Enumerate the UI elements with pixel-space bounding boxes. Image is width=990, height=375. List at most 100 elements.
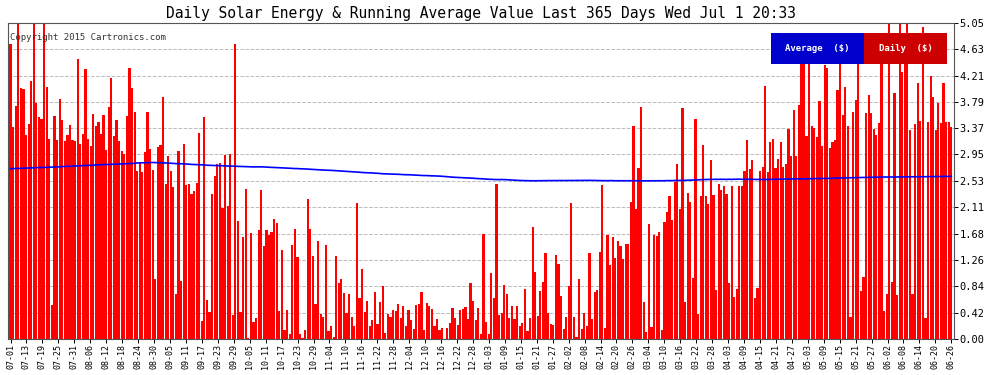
Bar bbox=[544, 253, 546, 339]
Bar bbox=[222, 208, 224, 339]
Bar bbox=[811, 126, 813, 339]
Bar bbox=[849, 317, 851, 339]
Bar bbox=[940, 123, 942, 339]
Bar bbox=[840, 42, 842, 339]
Bar bbox=[33, 24, 35, 339]
Bar bbox=[702, 145, 704, 339]
Bar bbox=[456, 325, 458, 339]
Bar bbox=[878, 123, 880, 339]
Bar bbox=[583, 313, 585, 339]
Bar bbox=[761, 167, 763, 339]
Bar bbox=[935, 130, 937, 339]
Bar bbox=[617, 241, 619, 339]
Bar bbox=[10, 44, 12, 339]
Bar bbox=[482, 234, 485, 339]
Bar bbox=[914, 124, 916, 339]
Bar bbox=[684, 302, 686, 339]
Bar bbox=[126, 116, 128, 339]
Bar bbox=[837, 90, 839, 339]
Bar bbox=[421, 292, 423, 339]
Bar bbox=[795, 156, 797, 339]
Bar bbox=[673, 182, 676, 339]
Bar bbox=[461, 309, 464, 339]
Bar bbox=[17, 23, 20, 339]
Bar bbox=[206, 300, 208, 339]
Bar bbox=[633, 126, 635, 339]
Bar bbox=[534, 272, 537, 339]
Bar bbox=[663, 222, 665, 339]
Bar bbox=[121, 151, 123, 339]
Bar bbox=[596, 290, 598, 339]
Bar bbox=[182, 144, 185, 339]
Bar bbox=[854, 100, 856, 339]
Bar bbox=[405, 326, 407, 339]
Bar bbox=[134, 112, 136, 339]
Bar bbox=[286, 310, 288, 339]
Bar bbox=[694, 119, 697, 339]
Bar bbox=[346, 313, 347, 339]
Bar bbox=[338, 283, 340, 339]
Bar bbox=[53, 116, 55, 339]
Bar bbox=[705, 196, 707, 339]
Bar bbox=[235, 44, 237, 339]
Bar bbox=[374, 292, 376, 339]
Bar bbox=[883, 311, 885, 339]
Bar bbox=[366, 301, 368, 339]
Bar bbox=[144, 152, 147, 339]
Bar bbox=[74, 141, 76, 339]
Bar bbox=[296, 256, 299, 339]
Bar bbox=[547, 313, 549, 339]
Bar bbox=[485, 322, 487, 339]
Bar bbox=[620, 246, 622, 339]
Bar bbox=[912, 294, 914, 339]
Bar bbox=[211, 194, 213, 339]
Bar bbox=[514, 319, 516, 339]
Bar bbox=[71, 140, 73, 339]
FancyBboxPatch shape bbox=[864, 33, 947, 64]
Bar bbox=[118, 141, 120, 339]
Bar bbox=[803, 48, 805, 339]
Bar bbox=[660, 330, 663, 339]
Bar bbox=[501, 314, 503, 339]
Bar bbox=[832, 142, 834, 339]
Bar bbox=[333, 337, 335, 339]
Bar bbox=[614, 258, 617, 339]
Bar bbox=[415, 305, 418, 339]
Bar bbox=[542, 282, 545, 339]
Bar bbox=[557, 264, 559, 339]
Bar bbox=[167, 156, 169, 339]
Bar bbox=[780, 142, 782, 339]
Bar bbox=[343, 292, 346, 339]
Bar bbox=[229, 154, 232, 339]
Bar bbox=[824, 64, 826, 339]
Bar bbox=[198, 133, 200, 339]
Bar bbox=[312, 256, 314, 339]
Bar bbox=[591, 320, 593, 339]
Bar bbox=[408, 310, 410, 339]
Bar bbox=[896, 295, 898, 339]
Bar bbox=[387, 314, 389, 339]
Bar bbox=[209, 312, 211, 339]
Bar bbox=[601, 185, 604, 339]
Bar bbox=[63, 141, 66, 339]
Bar bbox=[58, 99, 60, 339]
Bar bbox=[283, 330, 285, 339]
Bar bbox=[816, 137, 818, 339]
Bar bbox=[630, 202, 632, 339]
Bar bbox=[707, 204, 710, 339]
Bar bbox=[79, 144, 81, 339]
Bar bbox=[516, 306, 518, 339]
Bar bbox=[875, 135, 877, 339]
Bar bbox=[159, 146, 161, 339]
Bar bbox=[506, 294, 508, 339]
Bar bbox=[185, 185, 187, 339]
Bar bbox=[92, 114, 94, 339]
Bar bbox=[448, 322, 451, 339]
Bar bbox=[177, 151, 179, 339]
Bar bbox=[857, 46, 859, 339]
Bar bbox=[859, 291, 862, 339]
Bar bbox=[281, 250, 283, 339]
Bar bbox=[304, 330, 306, 339]
Bar bbox=[950, 127, 952, 339]
Bar bbox=[330, 326, 332, 339]
